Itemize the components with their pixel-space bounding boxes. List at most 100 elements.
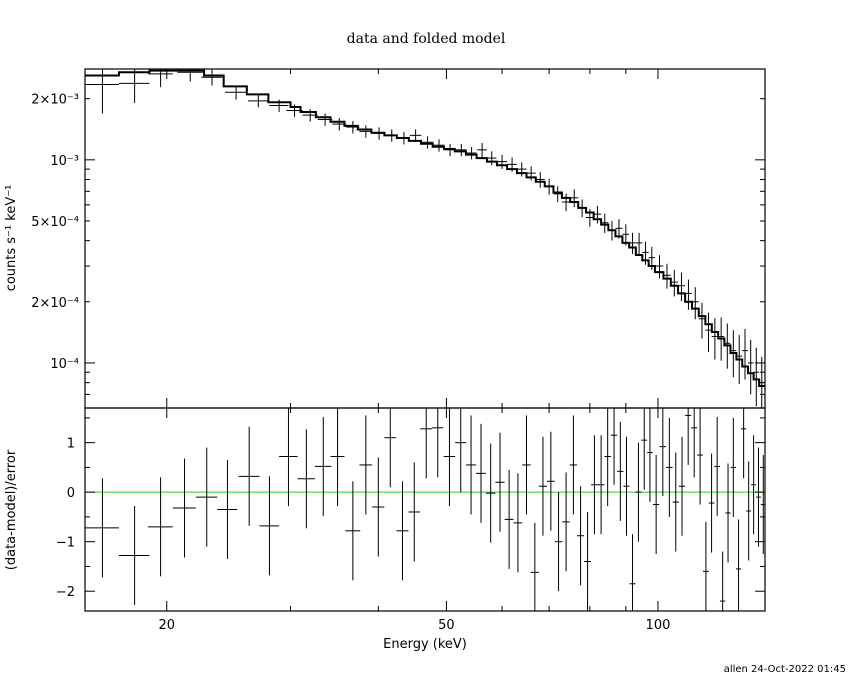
residual-point: [751, 435, 757, 535]
data-point: [753, 347, 760, 407]
residual-point: [647, 408, 653, 503]
data-point: [736, 335, 743, 384]
data-point: [622, 224, 630, 246]
data-point: [759, 356, 765, 408]
data-point: [409, 129, 422, 142]
model-curve: [85, 69, 765, 387]
residual-point: [719, 551, 726, 611]
residual-point: [659, 408, 667, 497]
data-point: [635, 232, 643, 255]
residual-point: [714, 416, 720, 516]
data-point: [444, 143, 456, 157]
residual-point: [756, 447, 761, 547]
residual-point: [653, 455, 660, 555]
data-point: [346, 121, 360, 134]
residual-point: [408, 462, 420, 562]
residual-point: [217, 459, 238, 560]
data-point: [684, 279, 692, 310]
data-point: [516, 162, 527, 177]
residual-point: [562, 472, 570, 572]
data-point: [317, 113, 333, 126]
data-point: [359, 125, 373, 138]
data-point: [648, 246, 655, 270]
spectrum-frame: [84, 68, 766, 409]
data-point: [561, 193, 571, 212]
residual-point: [297, 429, 315, 529]
residual-point: [577, 486, 585, 586]
data-point: [466, 147, 477, 160]
residual-point: [384, 408, 397, 488]
spectrum-x-ticks: [166, 69, 659, 408]
residual-point: [584, 511, 592, 611]
chart-title: data and folded model: [347, 31, 506, 47]
data-points: [85, 69, 765, 408]
y-tick-label: −2: [56, 585, 75, 600]
residual-point: [672, 452, 679, 552]
data-point: [711, 318, 719, 360]
data-point: [269, 99, 289, 112]
residuals-y-axis-label: (data-model)/error: [4, 449, 19, 570]
x-axis-label: Energy (keV): [383, 637, 467, 652]
residual-point: [147, 477, 173, 577]
residual-point: [476, 423, 486, 523]
data-point: [486, 151, 497, 166]
data-point: [747, 339, 754, 395]
data-point: [629, 232, 636, 255]
residual-point: [504, 469, 514, 569]
x-tick-label: 20: [158, 618, 175, 633]
residual-point: [513, 473, 523, 573]
residual-point: [359, 415, 373, 515]
data-point: [372, 127, 386, 140]
data-point: [433, 139, 445, 152]
x-tick-label: 50: [438, 618, 455, 633]
data-point: [201, 69, 223, 86]
data-point: [248, 94, 269, 108]
residual-point: [538, 436, 547, 536]
data-point: [705, 312, 712, 353]
footer-stamp: allen 24-Oct-2022 01:45: [724, 664, 846, 675]
data-point: [507, 157, 517, 172]
data-point: [742, 328, 748, 380]
residual-point: [530, 522, 539, 611]
data-point: [677, 272, 685, 302]
residual-point: [741, 408, 747, 479]
residual-point: [691, 408, 698, 478]
x-tick-label: 100: [646, 618, 671, 633]
spectrum-panel: 2×10⁻³ 10⁻³ 5×10⁻⁴ 2×10⁻⁴ 10⁻⁴: [31, 68, 766, 409]
residual-point: [495, 432, 505, 532]
data-point: [332, 118, 347, 131]
residual-point: [345, 481, 361, 581]
data-point: [147, 69, 173, 88]
residuals-y-ticks: 1 0 −1 −2: [56, 417, 765, 600]
data-point: [553, 186, 562, 203]
residual-point: [635, 442, 642, 542]
residual-point: [314, 416, 332, 516]
residual-point: [432, 408, 444, 478]
residual-point: [546, 431, 555, 531]
residual-point: [443, 408, 456, 507]
data-point: [691, 287, 699, 320]
residual-point: [591, 435, 598, 535]
residual-point: [610, 408, 618, 485]
residual-point: [730, 417, 736, 517]
residual-point: [85, 478, 119, 578]
data-point: [385, 129, 398, 142]
data-point: [177, 69, 203, 82]
residual-point: [259, 476, 280, 576]
data-point: [601, 213, 609, 234]
residuals-x-ticks: 20 50 100: [158, 408, 670, 633]
data-point: [526, 166, 536, 181]
residual-point: [708, 453, 715, 553]
data-point: [286, 104, 303, 117]
data-point: [642, 241, 649, 265]
residual-point: [641, 408, 648, 490]
data-point: [544, 178, 554, 195]
model-step-line: [85, 69, 765, 387]
residual-point: [195, 447, 218, 547]
residual-point: [118, 506, 150, 606]
residuals-frame: [84, 407, 766, 612]
y-tick-label: 0: [67, 486, 75, 501]
residual-point: [760, 455, 765, 555]
residual-points: [85, 408, 765, 611]
